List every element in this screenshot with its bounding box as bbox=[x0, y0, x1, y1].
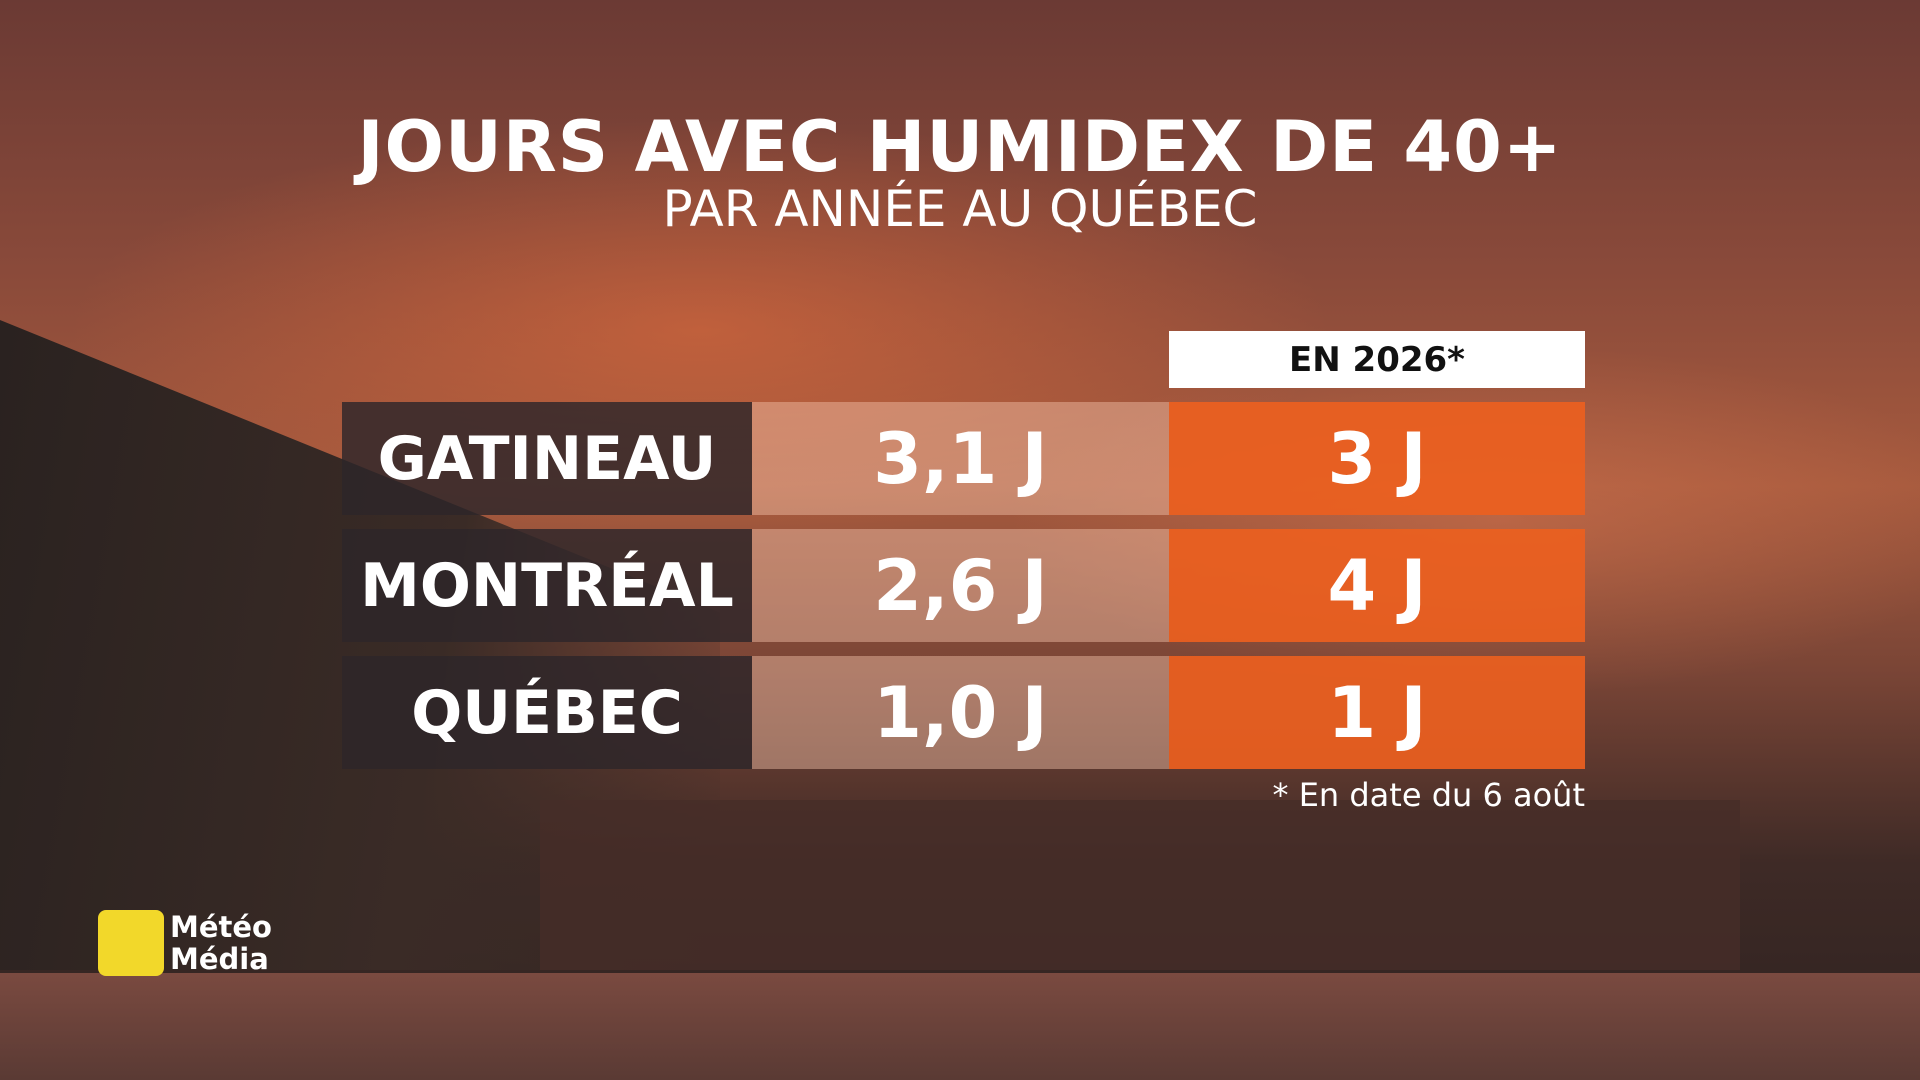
city-cell: MONTRÉAL bbox=[342, 529, 752, 642]
current-cell: 4 J bbox=[1169, 529, 1585, 642]
column-header: EN 2026* bbox=[1169, 331, 1585, 388]
logo: Météo Média bbox=[98, 910, 272, 976]
logo-text: Météo Média bbox=[170, 911, 272, 975]
city-cell: QUÉBEC bbox=[342, 656, 752, 769]
average-cell: 2,6 J bbox=[752, 529, 1169, 642]
current-cell: 1 J bbox=[1169, 656, 1585, 769]
footnote: * En date du 6 août bbox=[1272, 776, 1585, 814]
background-roof bbox=[540, 800, 1740, 970]
average-cell: 1,0 J bbox=[752, 656, 1169, 769]
city-cell: GATINEAU bbox=[342, 402, 752, 515]
logo-icon bbox=[98, 910, 164, 976]
current-cell: 3 J bbox=[1169, 402, 1585, 515]
subtitle: PAR ANNÉE AU QUÉBEC bbox=[662, 180, 1258, 238]
average-cell: 3,1 J bbox=[752, 402, 1169, 515]
background-strip bbox=[0, 973, 1920, 1080]
title: JOURS AVEC HUMIDEX DE 40+ bbox=[357, 106, 1563, 188]
logo-word: Météo bbox=[170, 910, 272, 944]
logo-word: Média bbox=[170, 942, 269, 976]
